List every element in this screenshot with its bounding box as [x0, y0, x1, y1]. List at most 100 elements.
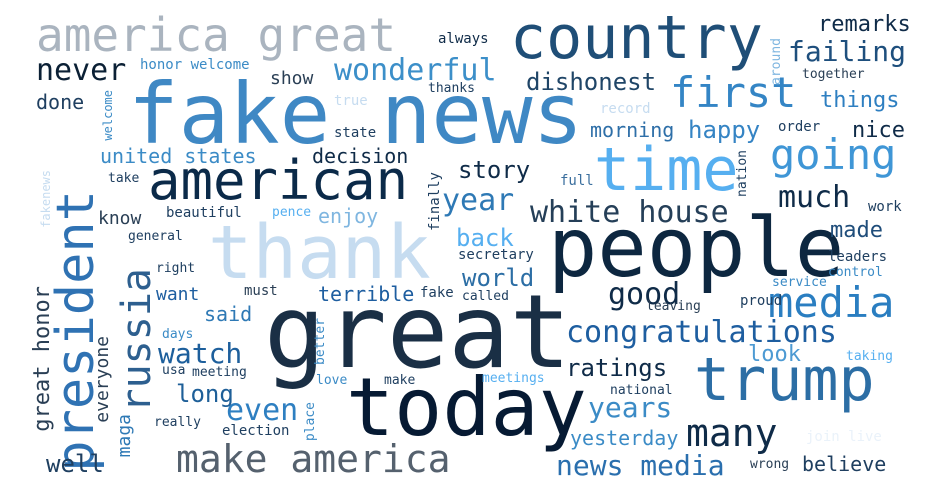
word-maga: maga [114, 414, 135, 458]
word-never: never [36, 53, 127, 88]
word-watch: watch [158, 337, 243, 370]
word-even: even [226, 393, 299, 428]
word-join-live: join live [806, 429, 882, 445]
word-wonderful: wonderful [334, 53, 497, 88]
word-leaving: leaving [646, 299, 701, 314]
word-pence: pence [272, 205, 312, 220]
word-terrible: terrible [318, 282, 415, 306]
word-ratings: ratings [566, 354, 668, 382]
word-better: better [313, 318, 328, 365]
word-national: national [610, 383, 673, 398]
word-take: take [108, 171, 140, 186]
word-dishonest: dishonest [526, 68, 657, 96]
word-make-america: make america [176, 437, 451, 481]
word-order: order [778, 119, 821, 135]
word-story: story [458, 156, 531, 184]
word-white-house: white house [530, 195, 729, 230]
word-much: much [778, 180, 851, 215]
word-time: time [594, 135, 739, 205]
word-general: general [128, 229, 183, 244]
word-first: first [670, 68, 797, 117]
word-election: election [222, 423, 290, 439]
word-nice: nice [852, 118, 905, 143]
word-proud: proud [740, 293, 783, 309]
word-made: made [830, 218, 883, 243]
word-today: today [346, 361, 587, 454]
word-enjoy: enjoy [318, 204, 379, 228]
word-united-states: united states [100, 144, 257, 168]
word-know: know [98, 208, 142, 229]
word-look: look [748, 342, 801, 367]
word-fakenews: fakenews [39, 170, 53, 228]
word-beautiful: beautiful [166, 205, 242, 221]
word-great-honor: great honor [30, 286, 55, 432]
word-fake: fake [420, 285, 454, 301]
word-great: great [264, 273, 572, 392]
word-news-media: news media [556, 449, 725, 482]
word-fake-news: fake news [128, 65, 584, 163]
word-year: year [442, 183, 515, 218]
word-back: back [456, 224, 514, 252]
word-media: media [768, 278, 895, 327]
word-done: done [36, 90, 85, 114]
word-good: good [608, 277, 681, 312]
word-going: going [770, 130, 897, 179]
word-record: record [600, 101, 651, 117]
word-work: work [868, 199, 902, 215]
word-finally: finally [427, 172, 443, 232]
word-things: things [820, 88, 900, 113]
word-yesterday: yesterday [570, 426, 679, 450]
word-decision: decision [312, 144, 409, 168]
word-around: around [769, 38, 784, 85]
word-together: together [802, 67, 865, 82]
word-taking: taking [846, 349, 893, 364]
word-believe: believe [802, 452, 887, 476]
word-russia: russia [114, 268, 160, 413]
word-right: right [156, 261, 196, 276]
word-thank: thank [208, 210, 431, 296]
word-remarks: remarks [818, 12, 911, 37]
word-morning: morning [590, 118, 675, 142]
word-years: years [588, 391, 673, 424]
word-many: many [686, 411, 778, 455]
word-people: people [548, 201, 845, 296]
word-honor-welcome: honor welcome [140, 57, 250, 73]
word-state: state [334, 125, 377, 141]
word-want: want [156, 284, 200, 305]
word-leaders: leaders [828, 249, 888, 265]
word-said: said [204, 302, 253, 326]
word-place: place [303, 402, 318, 442]
word-full: full [560, 173, 594, 189]
word-america-great: america great [36, 8, 397, 62]
word-failing: failing [788, 35, 907, 68]
word-well: well [46, 450, 104, 478]
word-congratulations: congratulations [566, 315, 837, 350]
word-love: love [316, 373, 348, 388]
word-country: country [510, 3, 763, 73]
word-world: world [462, 264, 535, 292]
word-service: service [772, 275, 827, 290]
word-trump: trump [694, 345, 875, 415]
word-make: make [384, 373, 416, 388]
word-welcome: welcome [101, 90, 115, 141]
word-meeting: meeting [192, 365, 247, 380]
word-usa: usa [162, 363, 186, 378]
word-meetings: meetings [482, 371, 545, 386]
word-show: show [270, 68, 314, 89]
word-thanks: thanks [428, 81, 475, 96]
word-called: called [462, 289, 509, 304]
word-secretary: secretary [458, 247, 534, 263]
word-wrong: wrong [750, 457, 790, 472]
word-long: long [176, 380, 234, 408]
word-control: control [828, 265, 883, 280]
word-nation: nation [735, 150, 750, 197]
word-happy: happy [688, 116, 761, 144]
word-president: president [46, 190, 106, 472]
word-must: must [244, 283, 278, 299]
word-really: really [154, 415, 201, 430]
word-always: always [438, 31, 489, 47]
word-true: true [334, 93, 368, 109]
word-everyone: everyone [92, 336, 113, 423]
word-days: days [162, 327, 194, 342]
